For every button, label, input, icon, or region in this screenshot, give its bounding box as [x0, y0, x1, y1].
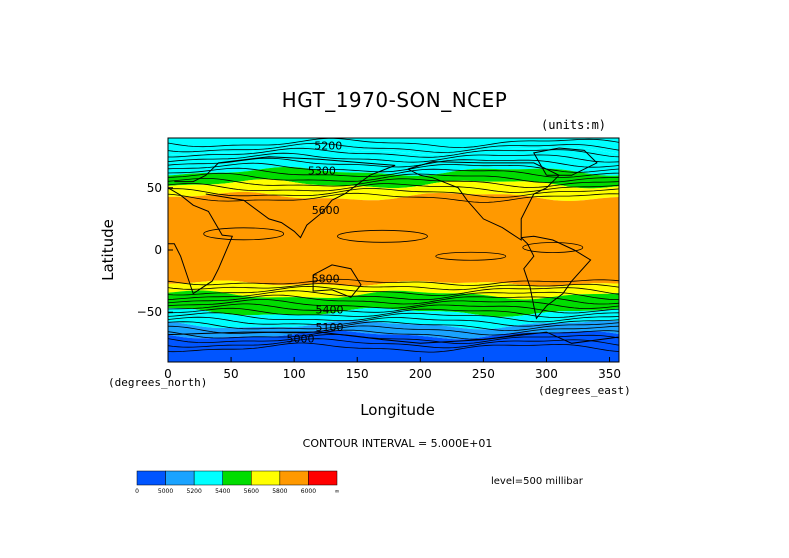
contour-line [168, 338, 619, 349]
x-tick-label: 250 [472, 367, 495, 381]
contour-interval-label: CONTOUR INTERVAL = 5.000E+01 [302, 437, 493, 450]
contour-line [168, 321, 619, 332]
colorbar-swatch [308, 470, 338, 486]
x-units-label: (degrees_north) [108, 376, 208, 389]
contour-loop [203, 227, 285, 241]
colorbar-label: 5000 [158, 488, 173, 495]
colorbar-label: 0 [135, 488, 139, 495]
contour-line [168, 303, 619, 314]
contour-line [168, 178, 619, 188]
x-units-right-label: (degrees_east) [538, 384, 631, 397]
contour-line [168, 285, 619, 296]
colorbar-swatch [165, 470, 195, 486]
contour-line [168, 312, 619, 323]
contour-line [168, 138, 619, 149]
coastline [533, 147, 598, 176]
x-tick-label: 50 [223, 367, 238, 381]
contour-line [168, 162, 619, 173]
colorbar-swatch [279, 470, 309, 486]
contour-loop [435, 251, 507, 261]
contour-line [168, 316, 619, 327]
coastline [168, 187, 234, 295]
colorbar-label: 5800 [272, 488, 287, 495]
contour-line [168, 172, 619, 183]
x-tick-label: 100 [283, 367, 306, 381]
level-label: level=500 millibar [491, 476, 583, 487]
colorbar-label: 5600 [244, 488, 259, 495]
contour-line [168, 283, 619, 291]
y-tick-label: 50 [147, 181, 162, 195]
contour-loop [337, 229, 428, 243]
contour-line [168, 294, 619, 305]
coastline [520, 235, 592, 320]
x-tick-label: 200 [409, 367, 432, 381]
band-group [168, 138, 619, 362]
x-tick-label: 150 [346, 367, 369, 381]
colorbar-swatch [193, 470, 223, 486]
colorbar-label: 5200 [187, 488, 202, 495]
contour-line [168, 147, 619, 158]
colorbar-swatch [136, 470, 166, 486]
contour-line [168, 290, 619, 301]
contour-line [168, 307, 619, 318]
contour-line [168, 142, 619, 153]
contour-line [168, 183, 619, 193]
contour-line [168, 299, 619, 309]
coastline [407, 161, 560, 241]
contour-line [168, 325, 619, 336]
chart-title: HGT_1970-SON_NCEP [281, 88, 508, 112]
contour-band [168, 166, 619, 189]
contour-line [168, 188, 619, 198]
units-label: (units:m) [541, 118, 607, 132]
contour-line [168, 342, 619, 353]
colorbar-swatch [222, 470, 252, 486]
contour-line [168, 152, 619, 163]
colorbar-label: ∞ [335, 488, 340, 495]
x-axis-label: Longitude [360, 401, 435, 419]
coastline [312, 264, 362, 298]
x-tick-label: 0 [164, 367, 172, 381]
contour-label: 5600 [312, 204, 340, 217]
contour-line [168, 167, 619, 178]
contour-band [168, 191, 619, 287]
colorbar-swatch [251, 470, 281, 486]
contour-label: 5300 [308, 164, 336, 177]
contour-label: 5000 [286, 332, 314, 345]
contour-label: 5800 [312, 273, 340, 286]
contour-line [168, 278, 619, 286]
coastline [174, 156, 396, 239]
contour-label: 5100 [315, 321, 343, 334]
contour-band [168, 320, 619, 340]
coastline [168, 331, 619, 344]
contour-label: 5200 [314, 139, 342, 152]
contour-label: 5400 [315, 304, 343, 317]
colorbar-label: 5400 [215, 488, 230, 495]
x-tick-label: 350 [598, 367, 621, 381]
y-tick-label: 0 [154, 243, 162, 257]
contour-loop [522, 242, 584, 253]
x-tick-label: 300 [535, 367, 558, 381]
y-tick-label: −50 [137, 305, 162, 319]
colorbar-label: 6000 [301, 488, 316, 495]
contour-line [168, 333, 619, 345]
